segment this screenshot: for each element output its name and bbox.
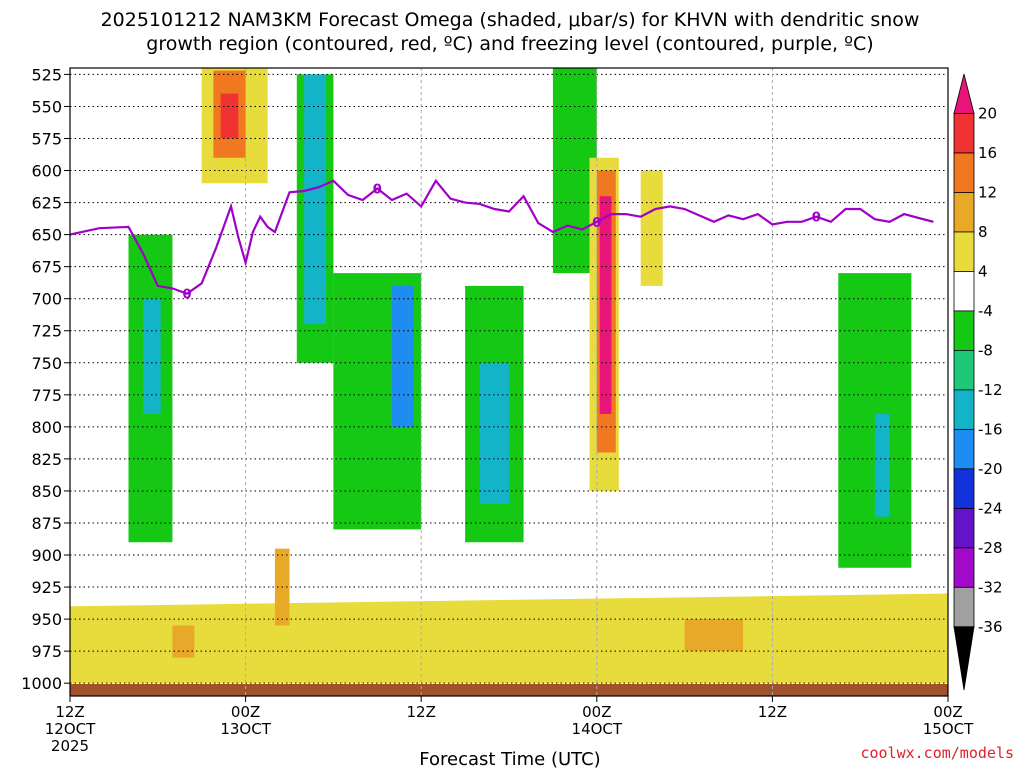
y-tick-label: 525 <box>31 65 62 84</box>
x-tick-label: 12Z <box>55 703 84 721</box>
freezing-level-zero-label: 0 <box>183 288 192 303</box>
colorbar-label: -16 <box>978 420 1003 438</box>
colorbar-label: 4 <box>978 262 988 280</box>
colorbar-swatch <box>953 271 975 312</box>
y-tick-label: 925 <box>31 578 62 597</box>
omega-shading <box>70 68 948 684</box>
y-tick-label: 750 <box>31 354 62 373</box>
omega-region-6 <box>220 93 239 139</box>
colorbar-label: 8 <box>978 223 988 241</box>
colorbar-label: 16 <box>978 144 997 162</box>
x-tick-label: 14OCT <box>572 720 623 738</box>
colorbar-swatch <box>953 231 975 272</box>
colorbar-label: -4 <box>978 302 993 320</box>
y-tick-label: 800 <box>31 418 62 437</box>
colorbar-swatch <box>953 547 975 588</box>
colorbar-label: -32 <box>978 578 1003 596</box>
y-tick-label: 725 <box>31 322 62 341</box>
y-tick-label: 825 <box>31 450 62 469</box>
y-tick-label: 650 <box>31 226 62 245</box>
ground-band <box>70 684 948 696</box>
colorbar: 20 16 12 8 4 -4 -8 -12 -16 -20 -24 -28 -32 -36 <box>953 73 1003 691</box>
chart-title-line1: 2025101212 NAM3KM Forecast Omega (shaded… <box>101 9 920 31</box>
omega-region-14 <box>479 362 509 504</box>
colorbar-label: -24 <box>978 499 1003 517</box>
freezing-level-zero-label: 0 <box>812 211 821 226</box>
colorbar-label: -8 <box>978 341 993 359</box>
omega-region-10 <box>304 74 327 325</box>
plot-border <box>69 67 949 697</box>
y-tick-label: 875 <box>31 514 62 533</box>
omega-region-20 <box>874 414 890 517</box>
colorbar-label: -28 <box>978 539 1003 557</box>
omega-region-12 <box>391 285 414 427</box>
colorbar-label: 12 <box>978 183 997 201</box>
colorbar-swatch <box>953 113 975 154</box>
x-tick-label: 00Z <box>582 703 611 721</box>
colorbar-swatch <box>953 507 975 549</box>
colorbar-label: -20 <box>978 460 1003 478</box>
omega-region-3 <box>684 619 744 652</box>
x-tick-label: 12Z <box>758 703 787 721</box>
colorbar-label: -12 <box>978 381 1003 399</box>
y-tick-label: 950 <box>31 610 62 629</box>
y-tick-label: 625 <box>31 194 62 213</box>
omega-region-0 <box>70 593 948 684</box>
colorbar-swatch <box>953 310 975 351</box>
colorbar-label: 20 <box>978 104 997 122</box>
y-tick-label: 600 <box>31 162 62 181</box>
colorbar-swatch <box>953 389 975 430</box>
freezing-level-zero-label: 0 <box>373 182 382 197</box>
chart-title-line2: growth region (contoured, red, ºC) and f… <box>146 33 873 55</box>
grid-lines <box>70 68 948 696</box>
freezing-level-contour <box>69 178 934 295</box>
y-tick-label: 575 <box>31 129 62 148</box>
freezing-level-labels: 0 0 0 0 <box>183 182 821 302</box>
x-tick-label: 13OCT <box>220 720 271 738</box>
y-tick-label: 900 <box>31 546 62 565</box>
y-tick-label: 675 <box>31 258 62 277</box>
x-tick-label: 00Z <box>231 703 260 721</box>
colorbar-swatch <box>953 350 975 391</box>
y-tick-label: 1000 <box>21 674 62 693</box>
y-axis-ticks: 525 550 575 600 625 650 675 700 725 750 775 800 825 8… <box>21 65 70 693</box>
plot-area: 0 0 0 0 <box>69 67 949 697</box>
omega-region-18 <box>599 196 612 414</box>
y-tick-label: 975 <box>31 642 62 661</box>
x-tick-label: 12Z <box>407 703 436 721</box>
y-tick-label: 850 <box>31 482 62 501</box>
y-tick-label: 700 <box>31 290 62 309</box>
colorbar-swatch <box>953 468 975 509</box>
colorbar-swatch <box>953 192 975 233</box>
omega-region-1 <box>172 625 195 658</box>
colorbar-swatch <box>953 428 975 470</box>
x-tick-label: 2025 <box>51 737 89 755</box>
omega-region-8 <box>143 298 161 414</box>
x-axis-label: Forecast Time (UTC) <box>419 749 600 768</box>
x-tick-label: 12OCT <box>45 720 96 738</box>
x-tick-label: 00Z <box>933 703 962 721</box>
colorbar-swatch <box>953 152 975 193</box>
colorbar-label: -36 <box>978 618 1003 636</box>
credit-text: coolwx.com/models <box>860 744 1014 762</box>
colorbar-bottom-arrow <box>953 626 975 691</box>
colorbar-swatch <box>953 586 975 628</box>
x-tick-label: 15OCT <box>923 720 974 738</box>
omega-region-21 <box>640 170 663 286</box>
y-tick-label: 775 <box>31 386 62 405</box>
colorbar-top-arrow <box>953 73 975 114</box>
freezing-level-zero-label: 0 <box>592 216 601 231</box>
y-tick-label: 550 <box>31 97 62 116</box>
